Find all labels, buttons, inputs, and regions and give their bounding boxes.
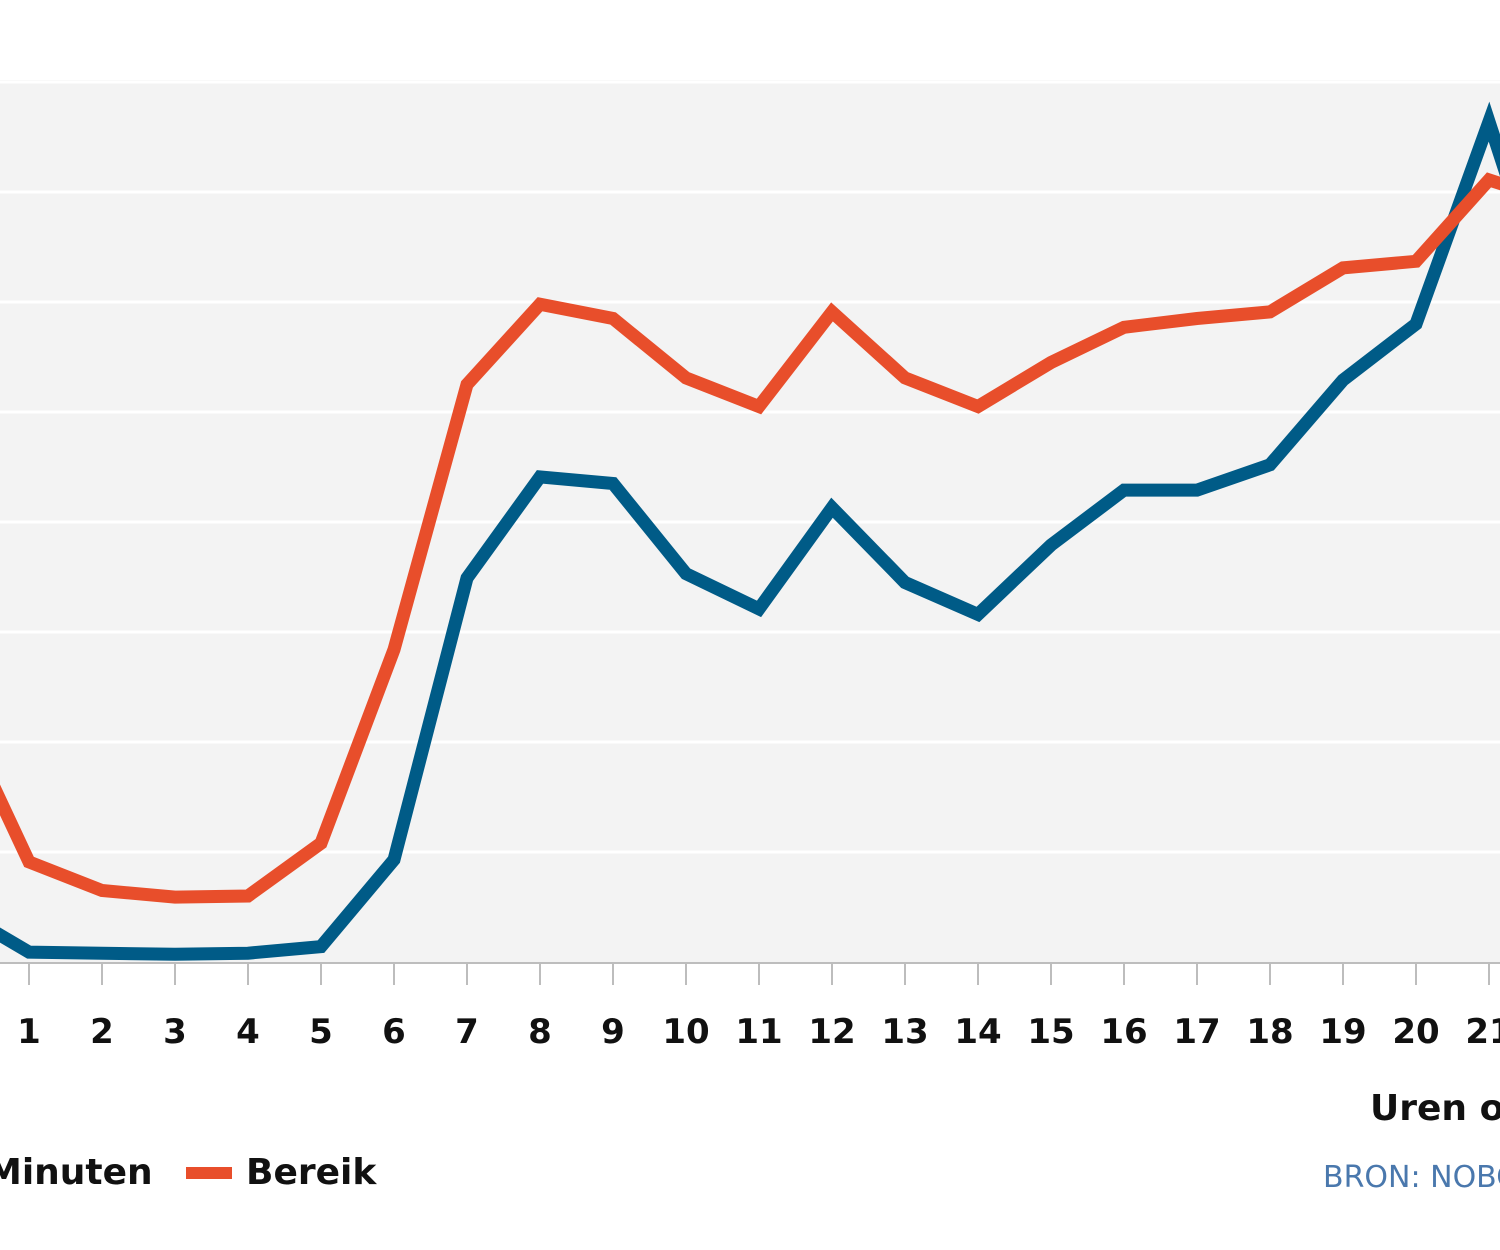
x-tick-label: 21 — [1465, 1012, 1500, 1052]
gridlines — [0, 80, 1500, 854]
source-label: BRON: NOBO — [1323, 1160, 1500, 1195]
x-tick-label: 15 — [1027, 1012, 1074, 1052]
legend-item-minuten: Minuten — [0, 1152, 153, 1193]
series-line-bereik — [0, 172, 1500, 904]
x-tick-label: 1 — [17, 1012, 41, 1052]
x-tick-label: 4 — [236, 1012, 260, 1052]
x-tick-label: 7 — [455, 1012, 479, 1052]
legend-label-minuten: Minuten — [0, 1152, 153, 1193]
x-tick-label: 17 — [1173, 1012, 1220, 1052]
x-tick-label: 10 — [662, 1012, 709, 1052]
x-tick-label: 14 — [954, 1012, 1001, 1052]
legend-label-bereik: Bereik — [246, 1152, 377, 1193]
x-tick-label: 16 — [1100, 1012, 1147, 1052]
series-line-minuten — [0, 101, 1500, 961]
x-tick-label: 18 — [1246, 1012, 1293, 1052]
x-axis-label: Uren op — [1370, 1088, 1500, 1129]
x-tick-label: 9 — [601, 1012, 625, 1052]
legend-swatch-bereik — [186, 1166, 232, 1179]
x-tick-label: 20 — [1392, 1012, 1439, 1052]
x-tick-label: 5 — [309, 1012, 333, 1052]
x-tick-label: 11 — [735, 1012, 782, 1052]
x-tick-label: 3 — [163, 1012, 187, 1052]
x-tick-label: 19 — [1319, 1012, 1366, 1052]
series-lines — [0, 101, 1500, 961]
x-ticks: 123456789101112131415161718192021 — [17, 963, 1500, 1052]
x-tick-label: 8 — [528, 1012, 552, 1052]
x-tick-label: 12 — [808, 1012, 855, 1052]
line-chart: 123456789101112131415161718192021 — [0, 80, 1500, 1052]
x-tick-label: 13 — [881, 1012, 928, 1052]
x-tick-label: 6 — [382, 1012, 406, 1052]
x-tick-label: 2 — [90, 1012, 114, 1052]
legend-item-bereik: Bereik — [186, 1152, 376, 1193]
